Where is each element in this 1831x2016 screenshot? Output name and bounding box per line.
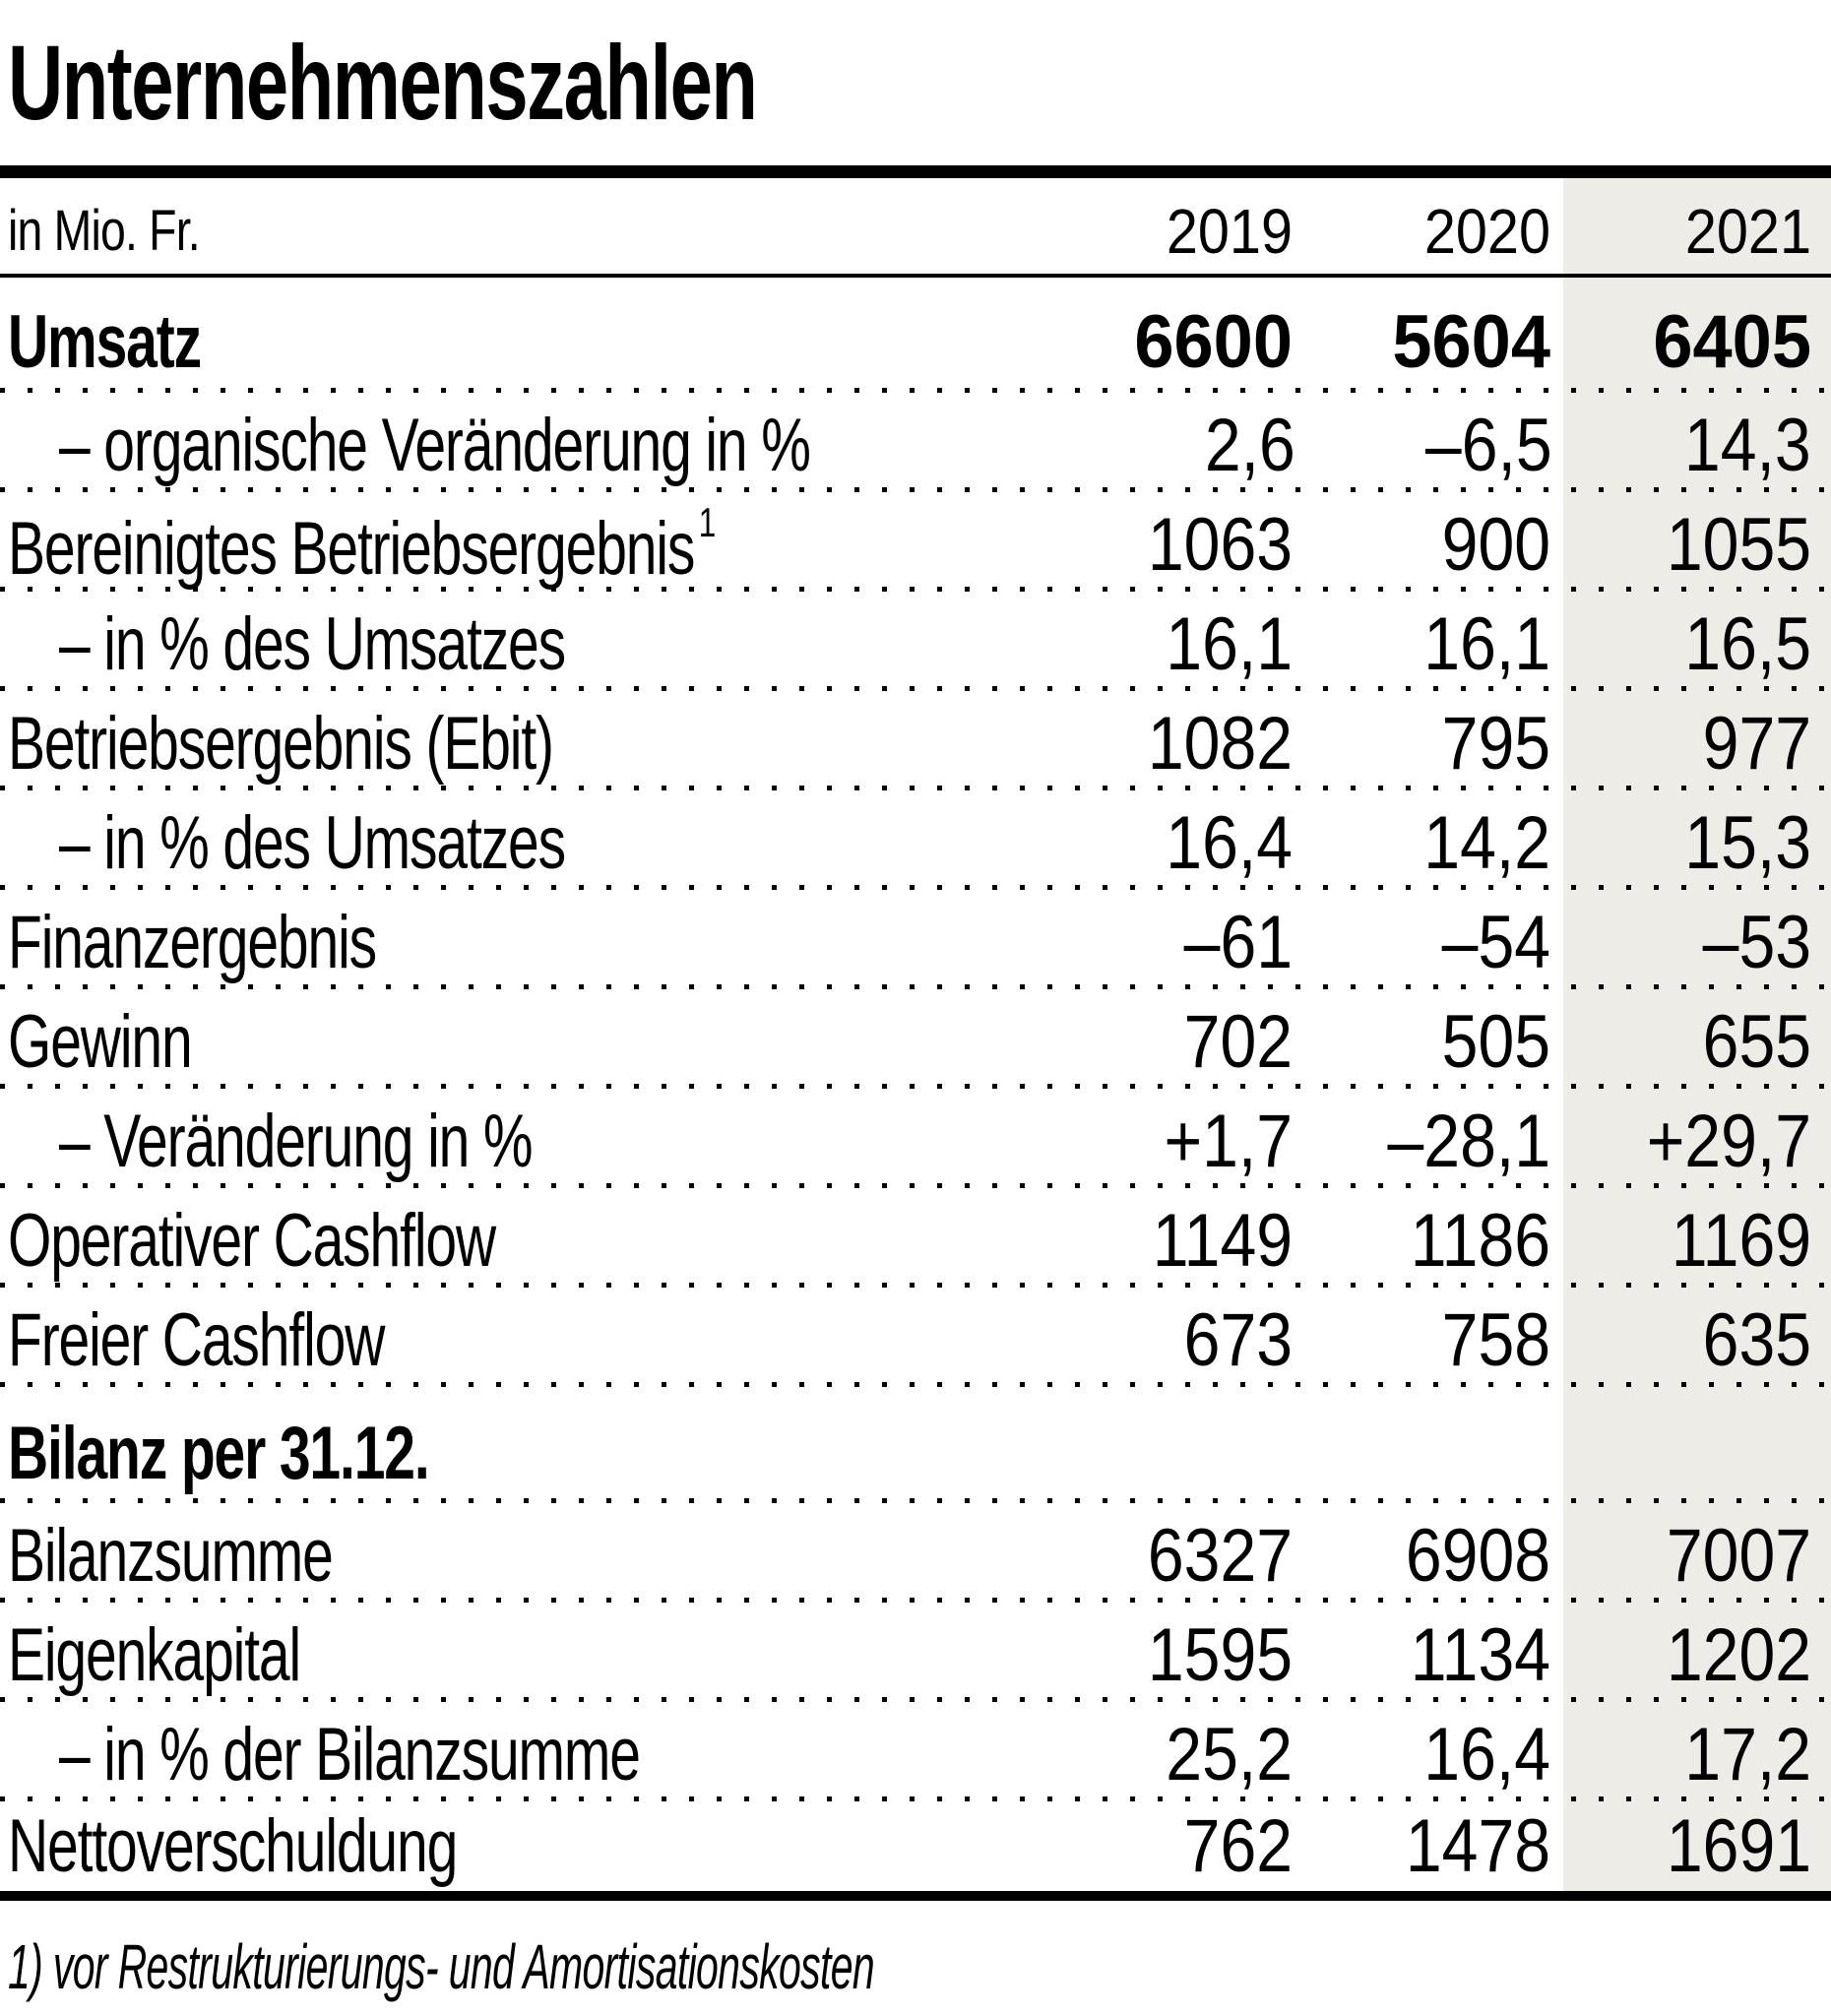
value-cell: 702 [1183, 1000, 1293, 1084]
row-label: Betriebsergebnis (Ebit) [8, 702, 554, 786]
value-cell: –28,1 [1387, 1100, 1550, 1183]
value-cell: 1134 [1410, 1613, 1550, 1697]
value-cell: –54 [1441, 901, 1550, 984]
value-cell: 1149 [1152, 1199, 1293, 1283]
table-header-row: in Mio. Fr. 2019 2020 2021 [0, 178, 1831, 278]
value-cell: 762 [1183, 1804, 1293, 1888]
year-header-2021: 2021 [1684, 195, 1811, 267]
value-cell: 505 [1441, 1000, 1550, 1084]
value-cell: 14,2 [1423, 801, 1550, 885]
bottom-rule [0, 1891, 1831, 1901]
value-cell: 673 [1183, 1298, 1293, 1382]
table-row: Bilanzsumme 6327 6908 7007 [0, 1503, 1831, 1603]
value-cell: 6908 [1405, 1514, 1550, 1598]
row-label: – Veränderung in % [59, 1100, 534, 1183]
value-cell: +1,7 [1164, 1100, 1293, 1183]
table-row: Nettoverschuldung 762 1478 1691 [0, 1801, 1831, 1891]
value-cell: 16,1 [1166, 602, 1293, 686]
row-label: Freier Cashflow [8, 1298, 385, 1382]
value-cell: –61 [1183, 901, 1293, 984]
table-row: Operativer Cashflow 1149 1186 1169 [0, 1188, 1831, 1288]
table-row: – in % des Umsatzes 16,1 16,1 16,5 [0, 592, 1831, 691]
row-label: – organische Veränderung in % [59, 404, 811, 487]
value-cell: –6,5 [1424, 404, 1552, 487]
table-row: – in % der Bilanzsumme 25,2 16,4 17,2 [0, 1702, 1831, 1801]
value-cell: 17,2 [1684, 1713, 1811, 1796]
section-header-row: Bilanz per 31.12. [0, 1387, 1831, 1503]
value-cell: 795 [1441, 702, 1550, 786]
table-row: Finanzergebnis –61 –54 –53 [0, 890, 1831, 989]
value-cell: 14,3 [1684, 404, 1811, 487]
section-label: Bilanz per 31.12. [8, 1411, 430, 1495]
table-row: Bereinigtes Betriebsergebnis 1 1063 900 1… [0, 492, 1831, 592]
value-cell: 1082 [1147, 702, 1293, 786]
row-label: Bereinigtes Betriebsergebnis 1 [8, 498, 717, 591]
row-label: Nettoverschuldung [8, 1804, 458, 1888]
value-cell: 900 [1441, 503, 1550, 587]
value-cell: 1169 [1671, 1199, 1811, 1283]
row-label: – in % des Umsatzes [59, 801, 566, 885]
value-cell: 15,3 [1684, 801, 1811, 885]
value-cell: 16,1 [1423, 602, 1550, 686]
footnote-marker: 1 [698, 498, 717, 545]
table-row: – in % des Umsatzes 16,4 14,2 15,3 [0, 790, 1831, 890]
value-cell: 2,6 [1204, 404, 1295, 487]
value-cell: –53 [1702, 901, 1811, 984]
value-cell: 6327 [1147, 1514, 1293, 1598]
table-row: – organische Veränderung in % 2,6 –6,5 1… [0, 393, 1831, 492]
value-cell: 16,5 [1684, 602, 1811, 686]
value-cell: 1055 [1666, 503, 1811, 587]
value-cell: 1186 [1410, 1199, 1550, 1283]
value-cell: 7007 [1666, 1514, 1811, 1598]
value-cell: 1478 [1405, 1804, 1550, 1888]
value-cell: 25,2 [1166, 1713, 1293, 1796]
year-header-2020: 2020 [1423, 195, 1550, 267]
row-label: Gewinn [8, 1000, 193, 1084]
value-cell: 6405 [1653, 300, 1811, 384]
row-label: – in % des Umsatzes [59, 602, 566, 686]
value-cell: 977 [1702, 702, 1811, 786]
row-label: Umsatz [8, 300, 202, 384]
value-cell: 758 [1441, 1298, 1550, 1382]
value-cell: 16,4 [1166, 801, 1293, 885]
table-row: Betriebsergebnis (Ebit) 1082 795 977 [0, 691, 1831, 790]
table-row: – Veränderung in % +1,7 –28,1 +29,7 [0, 1089, 1831, 1188]
year-header-2019: 2019 [1166, 195, 1293, 267]
row-label: Operativer Cashflow [8, 1199, 496, 1283]
row-label: – in % der Bilanzsumme [59, 1713, 641, 1796]
unit-label: in Mio. Fr. [8, 199, 201, 263]
value-cell: 1691 [1666, 1804, 1811, 1888]
value-cell: 5604 [1392, 300, 1550, 384]
row-label: Finanzergebnis [8, 901, 377, 984]
page-title: Unternehmenszahlen [8, 23, 758, 142]
table-row: Gewinn 702 505 655 [0, 989, 1831, 1089]
value-cell: 16,4 [1423, 1713, 1550, 1796]
value-cell: 635 [1702, 1298, 1811, 1382]
footnote: 1) vor Restrukturierungs- und Amortisati… [8, 1931, 875, 2002]
title-bar: Unternehmenszahlen [0, 0, 1831, 165]
row-label: Eigenkapital [8, 1613, 301, 1697]
value-cell: 1202 [1666, 1613, 1811, 1697]
table-row: Freier Cashflow 673 758 635 [0, 1288, 1831, 1387]
value-cell: 1595 [1147, 1613, 1293, 1697]
row-label: Bilanzsumme [8, 1514, 334, 1598]
footnote-area: 1) vor Restrukturierungs- und Amortisati… [0, 1901, 1831, 2003]
table-row: Eigenkapital 1595 1134 1202 [0, 1603, 1831, 1702]
value-cell: 655 [1702, 1000, 1811, 1084]
value-cell: 6600 [1134, 300, 1293, 384]
value-cell: +29,7 [1646, 1100, 1811, 1183]
top-rule [0, 165, 1831, 178]
value-cell: 1063 [1147, 503, 1293, 587]
table-row: Umsatz 6600 5604 6405 [0, 278, 1831, 393]
